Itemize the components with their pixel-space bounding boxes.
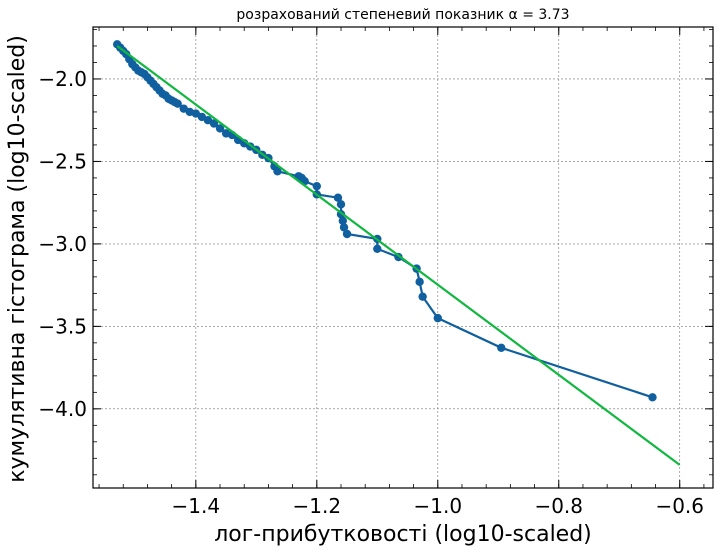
series-1-point (342, 229, 352, 239)
x-tick-label: −0.6 (655, 494, 704, 518)
series-1-point (312, 181, 322, 191)
y-tick-label: −3.0 (38, 232, 87, 256)
chart-title: розрахований степеневий показник α = 3.7… (236, 7, 569, 23)
series-1-point (173, 99, 182, 108)
series-layer (112, 40, 681, 466)
y-tick-label: −4.0 (38, 397, 87, 421)
ticks: −1.4 −1.2 −1.0 −0.8 −0.6 −2.0 −2.5 −3.0 −3.5 −4.0 (38, 27, 713, 518)
series-1-point (209, 119, 219, 128)
x-tick-label: −1.4 (172, 494, 221, 518)
x-tick-label: −1.0 (413, 494, 462, 518)
grid (93, 27, 713, 488)
series-1-point (373, 244, 382, 254)
y-tick-label: −2.5 (38, 149, 87, 173)
x-axis-label: лог-прибутковості (log10-scaled) (214, 522, 592, 547)
series-2-line (116, 45, 681, 466)
series-1-line (116, 43, 653, 399)
series-1-point (433, 313, 442, 323)
series-1-point (338, 216, 348, 226)
series-1-point (339, 223, 349, 232)
x-tick-label: −0.8 (534, 494, 583, 518)
series-1-point (497, 343, 506, 353)
x-tick-label: −1.2 (293, 494, 342, 518)
series-1-point (648, 393, 657, 402)
y-axis-label: кумулятивна гістограма (log10-scaled) (5, 35, 30, 483)
series-1-point (333, 193, 343, 202)
series-1-point (418, 292, 427, 301)
series-1-point (336, 200, 346, 209)
series-1-point (215, 124, 225, 133)
series-1-point (415, 277, 424, 287)
y-tick-label: −3.5 (38, 314, 87, 338)
series-1-point (273, 167, 282, 176)
plot-frame (92, 26, 714, 489)
y-tick-label: −2.0 (38, 67, 87, 91)
